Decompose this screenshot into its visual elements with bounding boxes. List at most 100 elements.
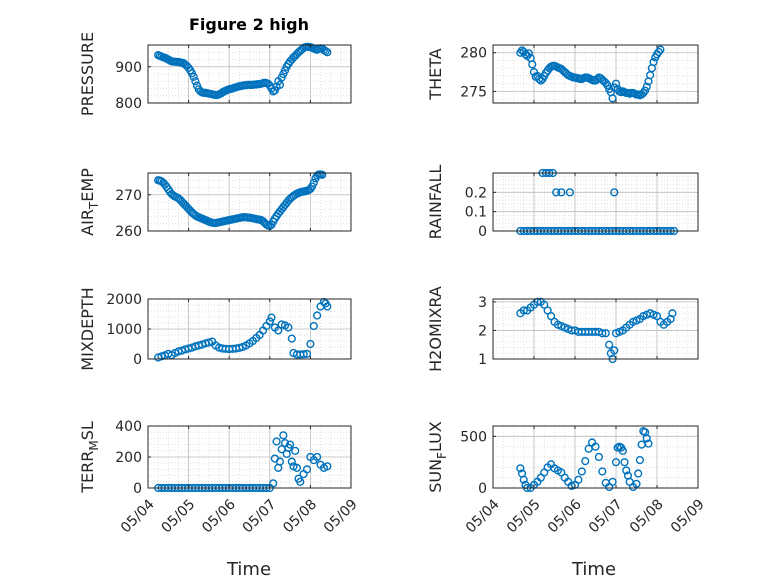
data-point [552, 188, 561, 197]
data-point [611, 79, 621, 88]
data-point [598, 467, 607, 476]
y-tick-label: 2 [478, 323, 487, 339]
data-point [594, 452, 604, 462]
data-point [622, 466, 631, 475]
data-point [644, 439, 653, 448]
data-point [652, 312, 662, 321]
y-axis-label: H2OMIXRA [426, 286, 445, 372]
y-tick-label: 0 [478, 224, 487, 240]
y-axis-label-suffix: EMP [78, 168, 97, 202]
data-point [313, 452, 322, 462]
data-point [302, 465, 312, 474]
data-point [519, 475, 528, 484]
y-tick-label: 270 [115, 188, 142, 204]
data-point [302, 349, 312, 359]
y-tick-label: 1 [478, 352, 487, 368]
xlabel-left: Time [226, 559, 271, 580]
data-point [287, 334, 296, 343]
y-axis-label-main: MIXDEPTH [78, 287, 97, 370]
subplot-air: 260 270 AIRTEMP [78, 168, 352, 240]
y-axis-label-main: TERR [78, 451, 97, 494]
y-tick-label: 260 [115, 224, 142, 240]
y-axis-label: SUNFLUX [426, 421, 449, 493]
data-point [649, 57, 658, 67]
subplot-rainfall: 0 0.1 0.2 RAINFALL [426, 165, 699, 240]
data-point [279, 431, 288, 440]
data-point [309, 321, 318, 331]
data-point [577, 467, 586, 476]
data-point [640, 86, 650, 95]
y-tick-label: 280 [460, 46, 487, 62]
y-tick-label: 200 [115, 450, 142, 466]
subplot-theta: 275 280 THETA [426, 44, 699, 104]
axes-box [492, 44, 699, 104]
subplot-pressure: 800 900 PRESSURE [78, 32, 352, 116]
data-point [546, 312, 556, 321]
data-point [574, 475, 583, 484]
data-point [287, 457, 296, 466]
y-axis-label: THETA [426, 48, 445, 100]
data-point [543, 306, 552, 315]
data-point [618, 446, 627, 455]
data-point [292, 463, 301, 472]
data-point [635, 456, 645, 465]
data-point [601, 329, 610, 338]
y-tick-label: 0 [133, 481, 142, 497]
y-tick-label: 275 [460, 84, 487, 100]
data-point [634, 469, 643, 478]
data-point [632, 479, 641, 488]
data-point [323, 302, 332, 311]
data-point [593, 74, 602, 84]
data-point [267, 313, 276, 322]
data-point [274, 326, 283, 335]
subplot-mixdepth: 0 1000 2000 MIXDEPTH [78, 287, 352, 371]
data-point [668, 309, 677, 318]
data-point [323, 462, 332, 471]
data-point [318, 170, 327, 179]
y-axis-label: PRESSURE [78, 32, 97, 116]
y-axis-label: AIRTEMP [78, 168, 101, 236]
axes-box [147, 172, 352, 232]
data-point [521, 50, 530, 59]
data-point [272, 437, 281, 446]
axes-box [147, 44, 352, 104]
data-point [306, 339, 315, 349]
data-point [189, 72, 198, 82]
y-axis-label-main: PRESSURE [78, 32, 97, 116]
y-axis-label-suffix: LUX [426, 421, 445, 452]
y-tick-label: 900 [115, 60, 142, 76]
data-point [284, 323, 293, 332]
data-point [286, 440, 295, 449]
y-axis-label: RAINFALL [426, 165, 445, 240]
data-point [275, 457, 285, 466]
y-axis-label-subscript: M [87, 440, 101, 450]
y-axis-label-subscript: T [87, 201, 101, 210]
data-point [296, 477, 305, 486]
y-axis-label: MIXDEPTH [78, 287, 97, 370]
data-point [605, 340, 614, 349]
data-point [656, 45, 665, 54]
data-point [591, 442, 600, 451]
data-point [608, 477, 617, 486]
data-point [611, 458, 621, 467]
y-tick-label: 400 [115, 419, 142, 435]
data-point [581, 457, 590, 466]
data-point [642, 434, 651, 443]
axes-box [492, 172, 699, 232]
data-point [519, 306, 528, 315]
data-point [323, 48, 332, 57]
data-point [299, 350, 308, 359]
data-point [610, 346, 619, 355]
y-tick-label: 3 [478, 295, 487, 311]
y-axis-label-main: H2OMIXRA [426, 286, 445, 372]
xlabel-right: Time [571, 559, 616, 580]
subplot-h2omixra: 1 2 3 H2OMIXRA [426, 286, 699, 372]
plot-area [493, 173, 698, 231]
y-axis-label: TERRMSL [78, 421, 101, 494]
y-axis-label-main: RAINFALL [426, 165, 445, 240]
y-tick-label: 0 [478, 481, 487, 497]
data-point [642, 82, 651, 91]
data-point [313, 311, 322, 320]
